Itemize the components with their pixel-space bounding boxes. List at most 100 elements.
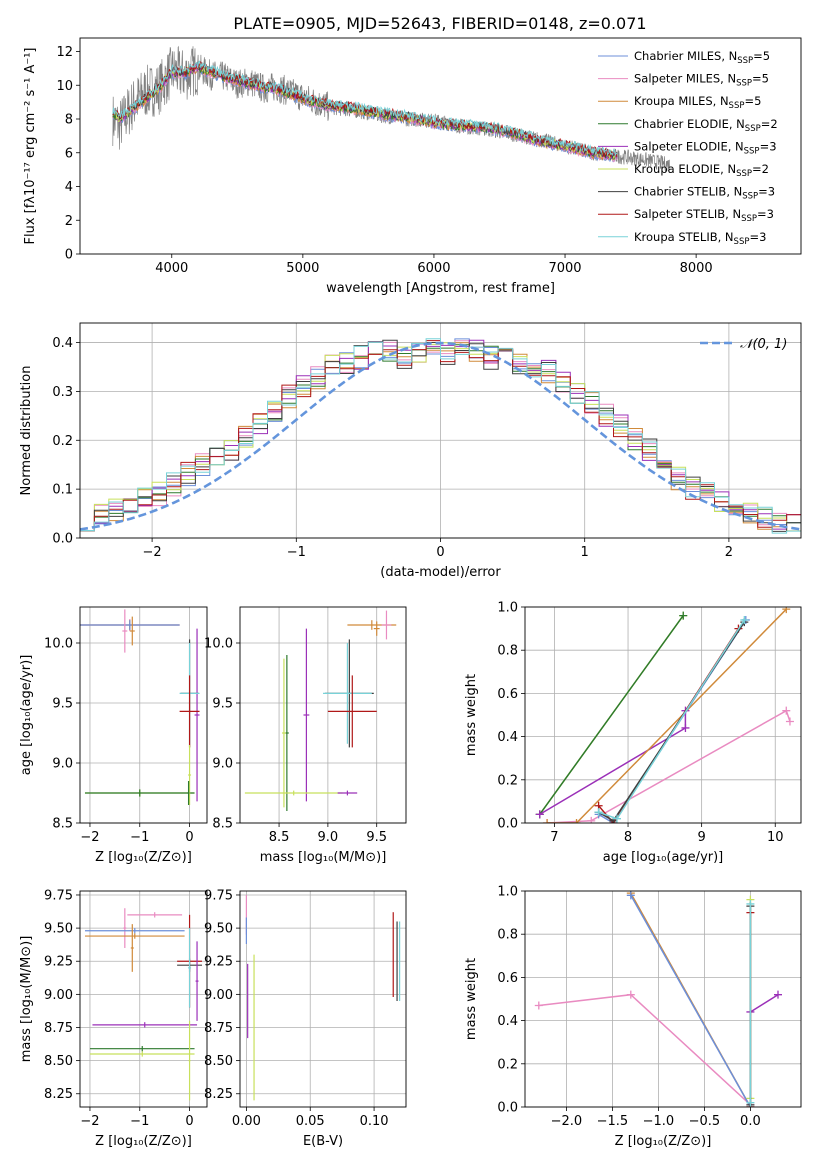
data-point — [381, 610, 392, 640]
weight-line-chabrier-stelib — [598, 621, 745, 822]
y-tick-label: 8.50 — [204, 1054, 233, 1069]
plus-marker — [543, 819, 552, 823]
model-spectrum-kroupa-stelib — [112, 60, 618, 157]
plot-area — [244, 610, 397, 811]
x-tick-label: −1.0 — [643, 1114, 675, 1129]
x-axis-label: (data-model)/error — [380, 565, 501, 580]
x-axis-label: Z [log₁₀(Z/Z⊙)] — [95, 1134, 192, 1149]
y-axis-label: Flux [fλ10⁻¹⁷ erg cm⁻² s⁻¹ A⁻¹] — [23, 48, 38, 245]
data-point — [337, 790, 358, 796]
data-point — [84, 933, 185, 939]
y-tick-label: 9.75 — [44, 888, 73, 903]
plus-marker — [572, 819, 581, 823]
panel-mass-vs-z: −2 −1 0 8.25 8.50 8.75 9.00 9.25 9.50 9.75 Z [log₁… — [19, 888, 208, 1149]
panel-residuals: −2 −1 0 1 2 0.0 0.1 0.2 0.3 0.4 (data-model)/error… — [19, 322, 802, 580]
plus-marker — [613, 814, 621, 823]
plus-marker — [626, 990, 635, 999]
data-point — [281, 658, 286, 808]
x-tick-label: 8000 — [680, 261, 713, 276]
y-tick-label: 0.8 — [497, 928, 518, 943]
plot-area — [535, 607, 794, 823]
data-point — [80, 620, 180, 630]
legend-entry: Salpeter MILES, NSSP=5 — [634, 72, 769, 89]
legend-entry: Kroupa MILES, NSSP=5 — [634, 94, 761, 111]
plot-area — [534, 891, 782, 1107]
y-axis-label: mass weight — [464, 958, 479, 1040]
x-tick-label: 1 — [581, 545, 589, 560]
y-tick-label: 0.0 — [52, 532, 73, 547]
data-point — [188, 745, 192, 805]
plus-marker — [679, 611, 688, 620]
legend-entry: Chabrier MILES, NSSP=5 — [634, 49, 770, 66]
axes-frame — [239, 890, 407, 1108]
plot-area — [80, 609, 200, 805]
panel-age-vs-z: −2 −1 0 8.5 9.0 9.5 10.0 Z [log₁₀(Z/Z⊙)] age [lo… — [19, 606, 208, 865]
x-tick-label: 7 — [550, 830, 558, 845]
x-tick-label: 0 — [436, 545, 444, 560]
y-tick-label: 8.75 — [204, 1021, 233, 1036]
x-tick-label: 8 — [624, 830, 632, 845]
axes-frame — [79, 606, 208, 824]
data-point — [188, 1020, 191, 1101]
legend-entry: Chabrier STELIB, NSSP=3 — [634, 185, 775, 202]
y-tick-label: 0.0 — [497, 1101, 518, 1116]
plus-marker — [681, 723, 690, 732]
x-tick-label: 9.5 — [366, 830, 387, 845]
y-tick-label: 0.4 — [497, 1014, 518, 1029]
y-tick-label: 10 — [56, 79, 73, 94]
data-point — [327, 675, 377, 748]
data-point — [194, 628, 200, 802]
data-point — [195, 941, 199, 1021]
x-tick-label: −1.5 — [597, 1114, 629, 1129]
plus-marker — [782, 607, 791, 614]
data-point — [303, 628, 310, 802]
x-tick-label: 8.5 — [269, 830, 290, 845]
data-point — [89, 1046, 195, 1052]
x-axis-label: mass [log₁₀(M/M⊙)] — [260, 850, 387, 865]
x-tick-label: −2 — [80, 830, 99, 845]
y-tick-label: 0.6 — [497, 687, 518, 702]
x-tick-label: −0.5 — [689, 1114, 721, 1129]
y-tick-label: 10.0 — [204, 637, 233, 652]
plus-marker — [594, 808, 603, 817]
data-point — [84, 928, 185, 934]
y-axis-label: mass weight — [464, 674, 479, 756]
x-tick-label: 0 — [185, 830, 193, 845]
weight-line-salpeter-elodie — [750, 994, 779, 1013]
y-tick-label: 8.75 — [44, 1021, 73, 1036]
data-point — [89, 1051, 195, 1057]
x-tick-label: −1 — [130, 1114, 149, 1129]
axes-frame — [239, 606, 407, 824]
x-tick-label: 10 — [767, 830, 784, 845]
y-tick-label: 0.2 — [497, 1057, 518, 1072]
x-tick-label: 7000 — [548, 261, 581, 276]
data-point — [84, 789, 195, 797]
x-tick-label: −2 — [80, 1114, 99, 1129]
x-tick-label: 0 — [185, 1114, 193, 1129]
x-tick-label: −2 — [143, 545, 162, 560]
plus-marker — [782, 706, 791, 715]
figure-title: PLATE=0905, MJD=52643, FIBERID=0148, z=0… — [233, 14, 646, 33]
y-tick-label: 2 — [65, 214, 73, 229]
y-tick-label: 9.5 — [212, 697, 233, 712]
plus-marker — [740, 615, 749, 624]
panel-age-vs-mass: 8.5 9.0 9.5 8.5 9.0 9.5 10.0 mass [log₁₀(M/M⊙)] — [204, 606, 407, 865]
y-tick-label: 4 — [65, 180, 73, 195]
x-tick-label: −1 — [287, 545, 306, 560]
y-tick-label: 0.2 — [52, 434, 73, 449]
data-point — [323, 643, 372, 744]
data-point — [188, 928, 192, 1008]
y-tick-label: 0.3 — [52, 385, 73, 400]
weight-line-salpeter-elodie — [539, 710, 687, 816]
x-tick-label: 0.10 — [360, 1114, 389, 1129]
data-point — [244, 790, 343, 796]
y-tick-label: 8 — [65, 113, 73, 128]
y-tick-label: 9.75 — [204, 888, 233, 903]
plot-area — [80, 338, 801, 534]
data-point — [92, 1022, 198, 1028]
data-point — [123, 908, 127, 948]
y-tick-label: 0.4 — [497, 730, 518, 745]
y-tick-label: 0 — [65, 248, 73, 263]
panel-spectrum: 4000 5000 6000 7000 8000 0 2 4 6 8 10 12 wavelength … — [23, 37, 802, 296]
